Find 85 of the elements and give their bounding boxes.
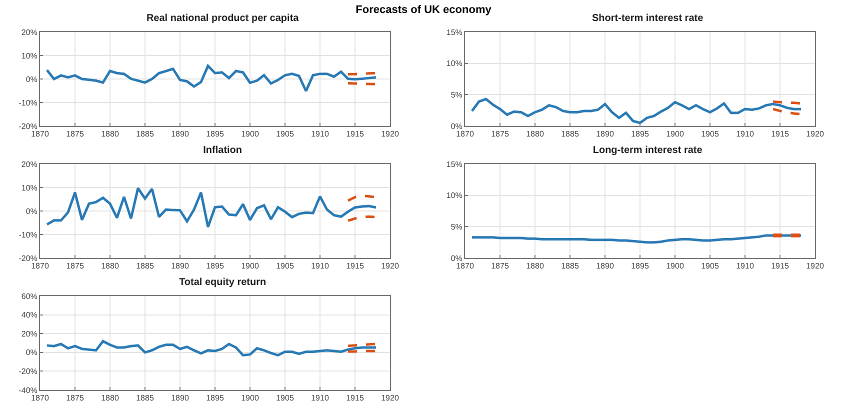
x-tick-label: 1875 <box>491 262 510 271</box>
x-tick-label: 1890 <box>596 262 614 271</box>
y-tick-label: 20% <box>21 28 38 37</box>
x-tick-label: 1890 <box>171 394 190 403</box>
y-tick-label: 0% <box>26 206 38 216</box>
y-tick-label: 20% <box>21 329 38 338</box>
x-tick-label: 1885 <box>136 130 154 139</box>
x-tick-label: 1880 <box>101 130 120 139</box>
x-tick-label: 1915 <box>771 130 790 139</box>
x-tick-label: 1900 <box>241 262 260 271</box>
x-tick-label: 1875 <box>66 262 84 271</box>
y-tick-label: 10% <box>21 51 38 60</box>
chart-title: Inflation <box>203 144 242 156</box>
x-tick-label: 1910 <box>311 130 330 139</box>
x-tick-label: 1895 <box>206 130 224 139</box>
y-tick-label: 0% <box>26 74 38 84</box>
x-tick-label: 1870 <box>31 394 50 403</box>
x-tick-label: 1875 <box>66 130 84 139</box>
y-tick-label: 10% <box>446 191 462 200</box>
x-tick-label: 1870 <box>456 262 474 271</box>
x-tick-label: 1915 <box>346 130 364 139</box>
y-tick-label: 15% <box>446 160 462 169</box>
x-tick-label: 1910 <box>311 394 330 403</box>
y-tick-label: 5% <box>450 90 462 100</box>
x-tick-label: 1875 <box>66 394 84 403</box>
x-tick-label: 1885 <box>561 130 580 139</box>
x-tick-label: 1920 <box>806 262 824 271</box>
y-tick-label: -20% <box>18 367 38 376</box>
x-tick-label: 1870 <box>31 262 50 271</box>
chart-title: Short-term interest rate <box>592 12 704 24</box>
x-tick-label: 1905 <box>701 262 720 271</box>
x-tick-label: 1905 <box>276 394 294 403</box>
y-tick-label: 0% <box>450 122 462 131</box>
chart-title: Real national product per capita <box>146 12 300 24</box>
y-tick-label: 40% <box>21 310 38 320</box>
x-tick-label: 1900 <box>666 130 684 139</box>
x-tick-label: 1885 <box>136 394 154 403</box>
x-tick-label: 1915 <box>346 262 364 271</box>
x-tick-label: 1920 <box>381 394 400 403</box>
x-tick-label: 1895 <box>631 262 650 271</box>
y-tick-label: 10% <box>446 59 462 68</box>
y-tick-label: -20% <box>18 254 38 263</box>
x-tick-label: 1870 <box>31 130 50 139</box>
x-tick-label: 1895 <box>631 130 650 139</box>
x-tick-label: 1905 <box>701 130 720 139</box>
x-tick-label: 1900 <box>666 262 684 271</box>
x-tick-label: 1915 <box>346 394 364 403</box>
x-tick-label: 1920 <box>381 262 400 271</box>
x-tick-label: 1920 <box>381 130 400 139</box>
x-tick-label: 1900 <box>241 130 260 139</box>
x-tick-label: 1880 <box>526 130 544 139</box>
y-tick-label: 10% <box>21 183 38 192</box>
y-tick-label: -10% <box>18 98 38 108</box>
chart-title: Long-term interest rate <box>592 144 703 156</box>
x-tick-label: 1910 <box>736 262 754 271</box>
x-tick-label: 1870 <box>456 130 474 139</box>
y-tick-label: 0% <box>26 348 38 358</box>
y-tick-label: -10% <box>18 230 38 240</box>
y-tick-label: 20% <box>21 160 38 169</box>
x-tick-label: 1910 <box>736 130 754 139</box>
y-tick-label: 0% <box>450 254 462 263</box>
x-tick-label: 1890 <box>596 130 614 139</box>
x-tick-label: 1920 <box>806 130 824 139</box>
y-tick-label: 60% <box>21 292 38 301</box>
x-tick-label: 1885 <box>136 262 154 271</box>
x-tick-label: 1895 <box>206 262 224 271</box>
x-tick-label: 1875 <box>491 130 510 139</box>
x-tick-label: 1880 <box>526 262 544 271</box>
x-tick-label: 1905 <box>276 130 294 139</box>
x-tick-label: 1905 <box>276 262 294 271</box>
x-tick-label: 1880 <box>101 262 120 271</box>
text: Forecasts of UK economy <box>356 4 492 16</box>
y-tick-label: -40% <box>18 386 38 395</box>
x-tick-label: 1910 <box>311 262 330 271</box>
y-tick-label: -20% <box>18 122 38 131</box>
y-tick-label: 15% <box>446 28 462 37</box>
x-tick-label: 1885 <box>561 262 580 271</box>
x-tick-label: 1880 <box>101 394 120 403</box>
x-tick-label: 1915 <box>771 262 790 271</box>
y-tick-label: 5% <box>450 222 462 232</box>
x-tick-label: 1900 <box>241 394 260 403</box>
x-tick-label: 1895 <box>206 394 224 403</box>
chart-title: Total equity return <box>179 276 266 288</box>
x-tick-label: 1890 <box>171 262 190 271</box>
x-tick-label: 1890 <box>171 130 190 139</box>
